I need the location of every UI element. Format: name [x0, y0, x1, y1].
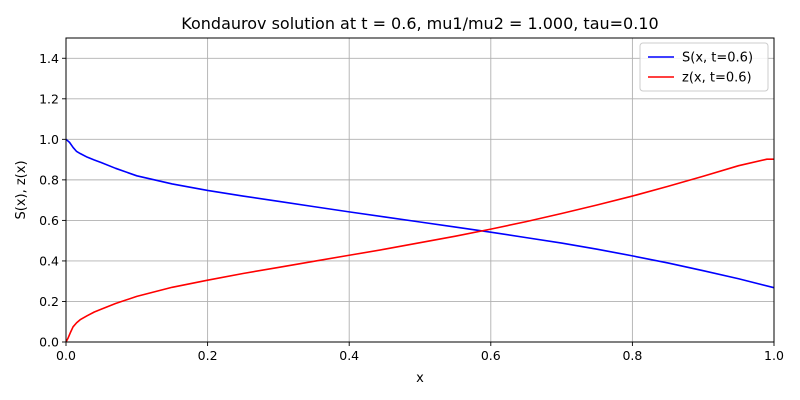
- y-tick-label: 0.0: [39, 335, 59, 350]
- y-tick-label: 0.2: [39, 294, 59, 309]
- x-axis-ticks: 0.0 0.2 0.4 0.6 0.8 1.0: [56, 342, 784, 363]
- y-tick-label: 1.2: [39, 91, 59, 106]
- y-tick-label: 1.4: [39, 51, 59, 66]
- x-tick-label: 1.0: [764, 348, 784, 363]
- series-lines: [65, 138, 775, 343]
- x-tick-label: 0.4: [339, 348, 359, 363]
- x-tick-label: 0.0: [56, 348, 76, 363]
- y-tick-label: 0.4: [39, 253, 59, 268]
- legend-label: S(x, t=0.6): [682, 51, 753, 66]
- series-line-z: [65, 158, 774, 343]
- chart-title: Kondaurov solution at t = 0.6, mu1/mu2 =…: [181, 14, 658, 33]
- x-tick-label: 0.2: [198, 348, 218, 363]
- legend: S(x, t=0.6) z(x, t=0.6): [639, 42, 769, 92]
- plot-frame: [65, 37, 775, 343]
- x-axis-label: x: [416, 371, 424, 386]
- legend-label: z(x, t=0.6): [682, 71, 752, 86]
- y-tick-label: 0.8: [39, 172, 59, 187]
- legend-box: [639, 42, 769, 92]
- x-tick-label: 0.8: [622, 348, 642, 363]
- y-axis-label: S(x), z(x): [14, 160, 29, 219]
- y-axis-ticks: 0.0 0.2 0.4 0.6 0.8 1.0 1.2 1.4: [39, 51, 66, 350]
- series-line-S: [65, 138, 775, 289]
- y-tick-label: 1.0: [39, 132, 59, 147]
- x-tick-label: 0.6: [481, 348, 501, 363]
- y-tick-label: 0.6: [39, 213, 59, 228]
